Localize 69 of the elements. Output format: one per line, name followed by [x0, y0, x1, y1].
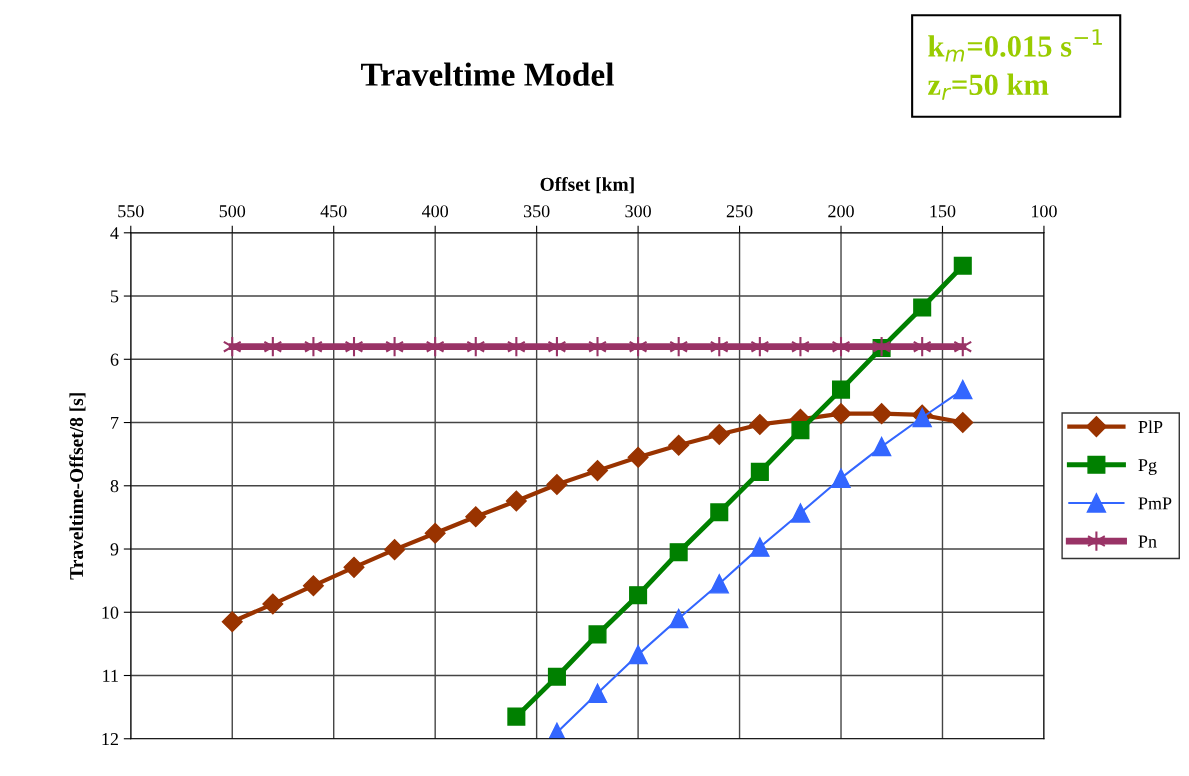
y-tick-label: 12 — [102, 733, 118, 746]
x-tick-label: 100 — [1031, 205, 1057, 218]
point — [831, 380, 851, 399]
legend-label: Pn — [1138, 535, 1157, 548]
point — [669, 543, 688, 562]
point — [709, 335, 729, 358]
point — [871, 436, 892, 457]
point — [222, 335, 242, 358]
y-tick-label: 11 — [103, 669, 118, 682]
x-tick-label: 450 — [320, 205, 347, 218]
legend-label: Pg — [1138, 459, 1157, 475]
point — [952, 412, 974, 434]
x-tick-label: 150 — [930, 205, 956, 218]
legend-label: PmP — [1138, 497, 1172, 510]
x-tick-label: 300 — [625, 205, 651, 218]
point — [871, 403, 893, 425]
point — [507, 707, 526, 726]
point — [831, 468, 851, 488]
point — [424, 522, 446, 544]
x-tick-label: 350 — [523, 205, 550, 218]
point — [750, 537, 770, 557]
point — [749, 413, 771, 435]
y-tick-label: 8 — [110, 480, 119, 493]
point — [627, 446, 649, 468]
x-axis-title: Offset [km] — [540, 177, 634, 194]
x-tick-label: 200 — [828, 205, 854, 218]
point — [587, 683, 608, 703]
point — [709, 574, 729, 594]
point — [588, 625, 607, 644]
point — [586, 460, 609, 482]
y-tick-label: 5 — [111, 290, 119, 303]
point — [302, 575, 324, 597]
point — [628, 644, 648, 665]
x-tick-label: 250 — [726, 205, 753, 218]
point — [546, 473, 568, 496]
point — [710, 503, 729, 522]
point — [262, 593, 284, 615]
point — [708, 424, 730, 446]
y-tick-label: 6 — [110, 353, 119, 366]
x-tick-label: 500 — [219, 205, 246, 218]
y-axis-title: Traveltime-Offset/8 [s] — [69, 393, 86, 580]
point — [913, 298, 932, 317]
point — [343, 556, 365, 578]
point — [384, 539, 406, 561]
point — [668, 434, 690, 456]
y-tick-label: 10 — [102, 606, 119, 619]
point — [953, 256, 972, 275]
point — [953, 335, 973, 358]
text: k$_{m}$=0.015 s$^{−1}$ z$_{r}$=50 km — [928, 29, 1102, 100]
y-tick-label: 7 — [111, 416, 119, 429]
chart-title: Traveltime Model — [361, 62, 614, 86]
point — [791, 421, 810, 440]
point — [668, 608, 689, 629]
point — [830, 403, 852, 425]
point — [750, 462, 769, 481]
point — [465, 506, 487, 528]
point — [953, 379, 973, 400]
point — [466, 335, 486, 358]
point — [505, 490, 527, 512]
x-tick-label: 550 — [118, 205, 144, 218]
point — [790, 503, 811, 523]
point — [629, 586, 648, 605]
y-tick-label: 9 — [110, 543, 119, 556]
legend-label: PlP — [1138, 420, 1163, 433]
point — [221, 611, 243, 633]
point — [547, 667, 566, 686]
point — [588, 335, 607, 358]
x-tick-label: 400 — [421, 205, 449, 218]
y-tick-label: 4 — [110, 227, 119, 240]
